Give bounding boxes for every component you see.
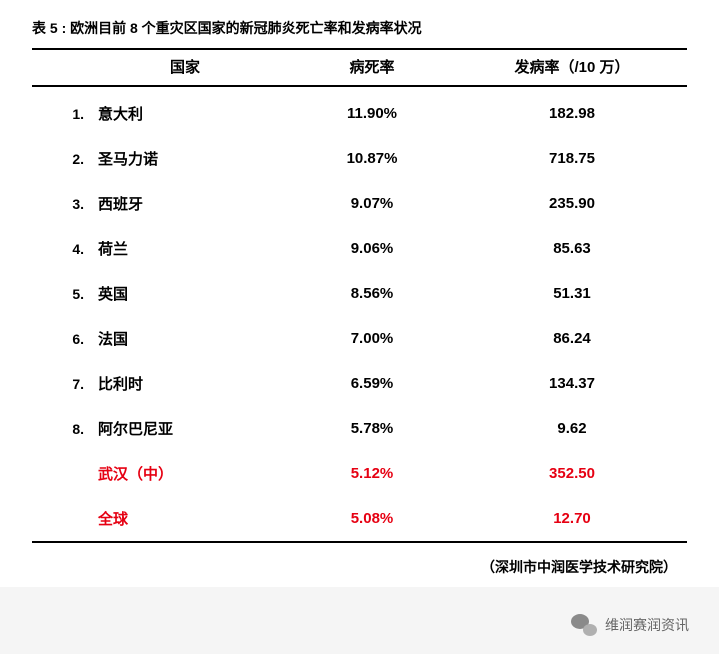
row-incidence: 235.90 [472, 195, 672, 212]
row-incidence: 86.24 [472, 330, 672, 347]
data-table: 国家 病死率 发病率（/10 万） 1.意大利11.90%182.982.圣马力… [32, 48, 687, 543]
row-cfr: 8.56% [272, 285, 472, 302]
row-cfr: 5.12% [272, 465, 472, 482]
table-body: 1.意大利11.90%182.982.圣马力诺10.87%718.753.西班牙… [32, 91, 687, 543]
row-country: 英国 [92, 283, 272, 304]
row-country: 意大利 [92, 103, 272, 124]
row-cfr: 5.08% [272, 510, 472, 527]
row-index: 4. [32, 241, 92, 257]
footer: 维润赛润资讯 [571, 614, 689, 636]
row-country: 圣马力诺 [92, 148, 272, 169]
row-incidence: 718.75 [472, 150, 672, 167]
row-country: 阿尔巴尼亚 [92, 418, 272, 439]
row-index: 8. [32, 421, 92, 437]
table-row: 武汉（中）5.12%352.50 [32, 451, 687, 496]
row-country: 武汉（中） [92, 463, 272, 484]
row-index: 6. [32, 331, 92, 347]
row-index: 7. [32, 376, 92, 392]
table-row: 2.圣马力诺10.87%718.75 [32, 136, 687, 181]
wechat-icon [571, 614, 597, 636]
row-cfr: 9.06% [272, 240, 472, 257]
footer-account-name: 维润赛润资讯 [605, 615, 689, 635]
row-incidence: 51.31 [472, 285, 672, 302]
row-incidence: 12.70 [472, 510, 672, 527]
row-cfr: 7.00% [272, 330, 472, 347]
row-incidence: 9.62 [472, 420, 672, 437]
row-country: 全球 [92, 508, 272, 529]
header-incidence: 发病率（/10 万） [472, 56, 672, 77]
row-cfr: 10.87% [272, 150, 472, 167]
row-cfr: 11.90% [272, 105, 472, 122]
row-incidence: 85.63 [472, 240, 672, 257]
row-index: 2. [32, 151, 92, 167]
table-row: 8.阿尔巴尼亚5.78%9.62 [32, 406, 687, 451]
row-country: 比利时 [92, 373, 272, 394]
table-row: 全球5.08%12.70 [32, 496, 687, 543]
row-incidence: 352.50 [472, 465, 672, 482]
page: 表 5 : 欧洲目前 8 个重灾区国家的新冠肺炎死亡率和发病率状况 国家 病死率… [0, 0, 719, 587]
row-index: 3. [32, 196, 92, 212]
row-cfr: 6.59% [272, 375, 472, 392]
row-country: 法国 [92, 328, 272, 349]
table-row: 3.西班牙9.07%235.90 [32, 181, 687, 226]
source-attribution: （深圳市中润医学技术研究院） [32, 543, 687, 587]
row-incidence: 134.37 [472, 375, 672, 392]
row-cfr: 5.78% [272, 420, 472, 437]
row-index: 5. [32, 286, 92, 302]
row-index: 1. [32, 106, 92, 122]
table-header-row: 国家 病死率 发病率（/10 万） [32, 56, 687, 87]
table-row: 1.意大利11.90%182.98 [32, 91, 687, 136]
row-cfr: 9.07% [272, 195, 472, 212]
table-row: 7.比利时6.59%134.37 [32, 361, 687, 406]
row-incidence: 182.98 [472, 105, 672, 122]
row-country: 荷兰 [92, 238, 272, 259]
row-country: 西班牙 [92, 193, 272, 214]
header-cfr: 病死率 [272, 56, 472, 77]
header-country: 国家 [92, 56, 272, 77]
table-row: 5.英国8.56%51.31 [32, 271, 687, 316]
table-row: 6.法国7.00%86.24 [32, 316, 687, 361]
table-row: 4.荷兰9.06%85.63 [32, 226, 687, 271]
table-title: 表 5 : 欧洲目前 8 个重灾区国家的新冠肺炎死亡率和发病率状况 [32, 18, 687, 38]
